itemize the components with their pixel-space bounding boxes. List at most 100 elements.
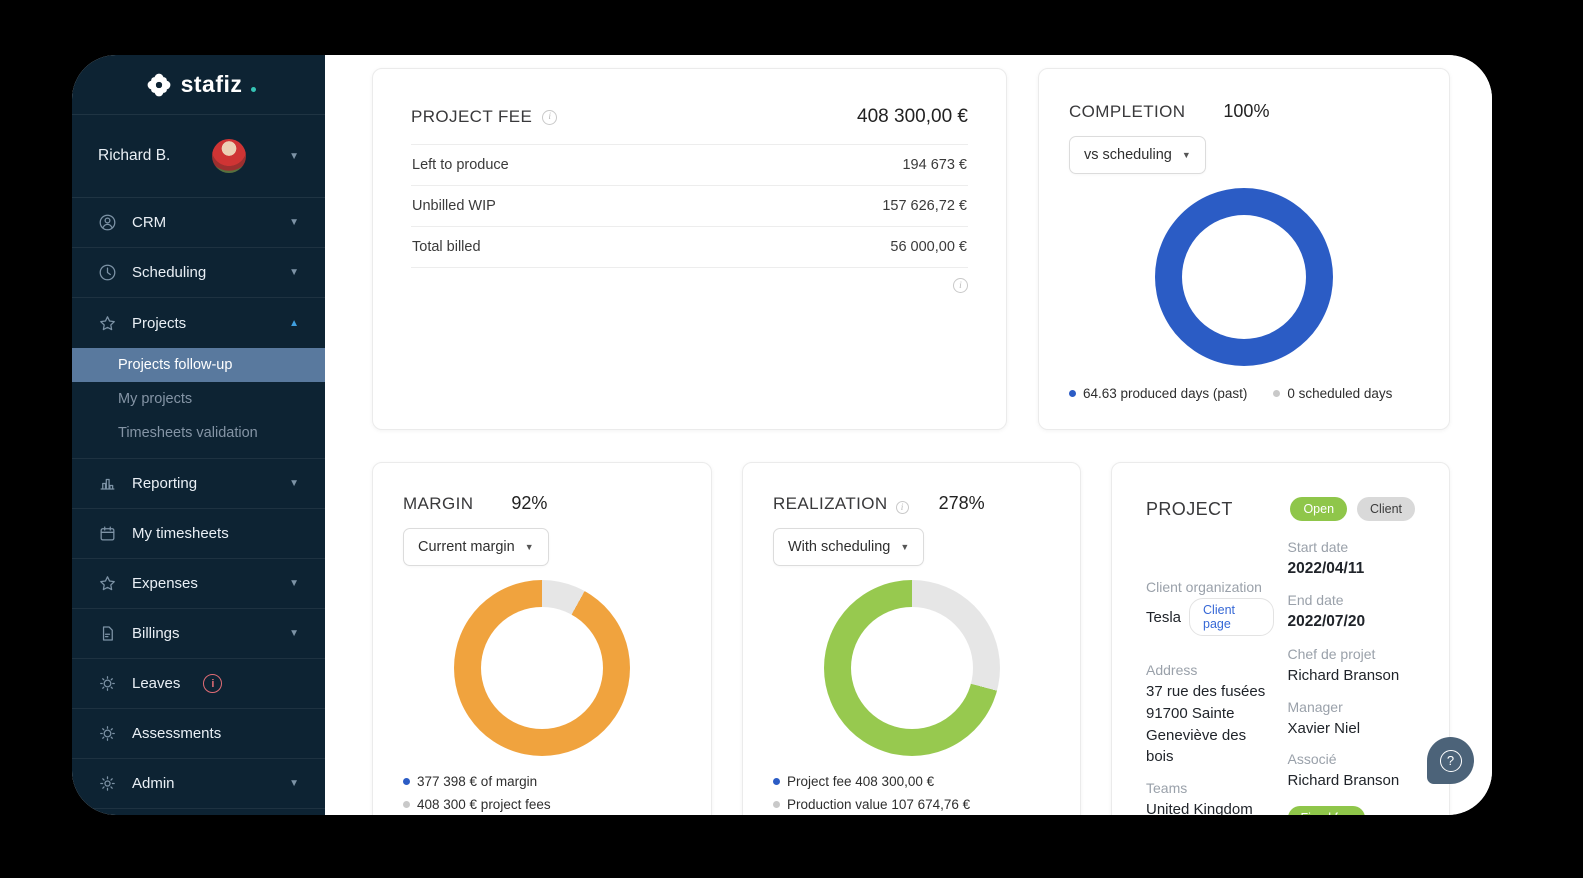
realization-mode-dropdown[interactable]: With scheduling ▼ xyxy=(773,528,925,566)
legend-dot-blue xyxy=(1069,390,1076,397)
completion-legend: 64.63 produced days (past) 0 scheduled d… xyxy=(1069,386,1419,401)
bar-chart-icon xyxy=(98,474,117,493)
sidebar-item-my-timesheets[interactable]: My timesheets xyxy=(72,509,325,559)
dropdown-value: With scheduling xyxy=(788,539,891,555)
main-content: PROJECT FEE i 408 300,00 € Left to produ… xyxy=(325,55,1492,815)
margin-card: MARGIN 92% Current margin ▼ 377 398 € of… xyxy=(372,462,712,815)
realization-card: REALIZATION i 278% With scheduling ▼ Pro… xyxy=(742,462,1081,815)
chevron-down-icon: ▼ xyxy=(900,542,910,552)
legend-item: 0 scheduled days xyxy=(1273,386,1392,401)
legend-item: Project fee 408 300,00 € xyxy=(773,774,1050,789)
table-row: Left to produce 194 673 € xyxy=(411,144,968,185)
sidebar-item-billings[interactable]: Billings ▼ xyxy=(72,609,325,659)
row-label: Unbilled WIP xyxy=(412,198,496,214)
end-date-label: End date xyxy=(1287,592,1344,609)
associe-label: Associé xyxy=(1287,751,1337,768)
projects-submenu: Projects follow-up My projects Timesheet… xyxy=(72,348,325,459)
legend-dot-blue xyxy=(773,778,780,785)
chevron-down-icon[interactable]: ▼ xyxy=(289,150,299,162)
sidebar-item-label: CRM xyxy=(132,214,167,231)
chevron-down-icon: ▼ xyxy=(524,542,534,552)
realization-value: 278% xyxy=(938,493,985,513)
person-circle-icon xyxy=(98,213,117,232)
star-icon xyxy=(98,574,117,593)
document-icon xyxy=(98,624,117,643)
address-line: 91700 Sainte xyxy=(1146,704,1235,722)
project-fee-value: 408 300,00 € xyxy=(857,106,968,127)
associe-value: Richard Branson xyxy=(1287,772,1400,790)
sidebar-item-assessments[interactable]: Assessments xyxy=(72,709,325,759)
completion-mode-dropdown[interactable]: vs scheduling ▼ xyxy=(1069,136,1206,174)
legend-dot-gray xyxy=(403,801,410,808)
sidebar-item-label: Admin xyxy=(132,775,175,792)
calendar-icon xyxy=(98,524,117,543)
info-icon[interactable]: i xyxy=(203,674,223,693)
sidebar-item-label: Assessments xyxy=(132,725,222,742)
realization-legend: Project fee 408 300,00 € Production valu… xyxy=(773,774,1050,812)
sidebar-item-projects[interactable]: Projects ▲ xyxy=(72,298,325,348)
user-menu[interactable]: Richard B. ▼ xyxy=(72,115,325,198)
teams-label: Teams xyxy=(1146,780,1188,796)
sidebar-item-reporting[interactable]: Reporting ▼ xyxy=(72,459,325,509)
chevron-down-icon: ▼ xyxy=(289,778,299,789)
dropdown-value: Current margin xyxy=(418,539,515,555)
client-page-button[interactable]: Client page xyxy=(1189,598,1274,636)
help-button[interactable]: ? xyxy=(1427,737,1474,784)
margin-value: 92% xyxy=(511,493,548,513)
sidebar: stafiz Richard B. ▼ CRM ▼ Scheduling ▼ P… xyxy=(72,55,325,815)
legend-item: 408 300 € project fees xyxy=(403,797,681,812)
sidebar-item-expenses[interactable]: Expenses ▼ xyxy=(72,559,325,609)
margin-legend: 377 398 € of margin 408 300 € project fe… xyxy=(403,774,681,812)
project-left-column: Client organization Tesla Client page Ad… xyxy=(1146,539,1274,815)
chevron-down-icon: ▼ xyxy=(1181,150,1191,160)
chevron-down-icon: ▼ xyxy=(289,217,299,228)
completion-title: COMPLETION xyxy=(1069,101,1186,121)
sidebar-item-crm[interactable]: CRM ▼ xyxy=(72,198,325,248)
legend-dot-gray xyxy=(773,801,780,808)
chef-de-projet-label: Chef de projet xyxy=(1287,645,1376,662)
app-logo-text: stafiz xyxy=(180,71,243,97)
sidebar-item-label: Reporting xyxy=(132,475,198,492)
app-logo: stafiz xyxy=(72,55,325,115)
gear-icon xyxy=(98,774,117,793)
sidebar-item-label: My timesheets xyxy=(132,525,229,542)
info-icon[interactable]: i xyxy=(542,109,558,125)
start-date-value: 2022/04/11 xyxy=(1287,560,1365,577)
avatar[interactable] xyxy=(212,139,247,173)
sidebar-subitem-projects-follow-up[interactable]: Projects follow-up xyxy=(72,348,325,382)
sidebar-item-label: Leaves xyxy=(132,675,181,692)
project-right-column: Start date 2022/04/11 End date 2022/07/2… xyxy=(1287,539,1416,815)
logo-accent-dot xyxy=(251,86,257,92)
info-icon[interactable]: i xyxy=(895,501,909,514)
chevron-up-icon: ▲ xyxy=(289,317,299,329)
sidebar-subitem-my-projects[interactable]: My projects xyxy=(72,382,325,416)
legend-label: 0 scheduled days xyxy=(1287,386,1393,401)
margin-mode-dropdown[interactable]: Current margin ▼ xyxy=(403,528,549,566)
chevron-down-icon: ▼ xyxy=(289,478,299,489)
sun-icon xyxy=(98,724,117,743)
project-title: PROJECT xyxy=(1146,498,1233,519)
legend-label: 377 398 € of margin xyxy=(417,774,538,789)
table-row: Unbilled WIP 157 626,72 € xyxy=(411,185,968,226)
margin-title: MARGIN xyxy=(403,493,474,513)
project-fee-card: PROJECT FEE i 408 300,00 € Left to produ… xyxy=(372,68,1007,430)
sidebar-item-scheduling[interactable]: Scheduling ▼ xyxy=(72,248,325,298)
app-window: stafiz Richard B. ▼ CRM ▼ Scheduling ▼ P… xyxy=(72,55,1492,815)
sidebar-item-admin[interactable]: Admin ▼ xyxy=(72,759,325,809)
completion-value: 100% xyxy=(1223,101,1270,121)
clock-icon xyxy=(98,263,117,282)
client-organization-value: Tesla xyxy=(1146,608,1182,626)
legend-label: 408 300 € project fees xyxy=(417,797,551,812)
manager-label: Manager xyxy=(1287,698,1343,715)
sidebar-item-leaves[interactable]: Leaves i xyxy=(72,659,325,709)
table-row: Total billed 56 000,00 € xyxy=(411,226,968,267)
completion-donut-chart xyxy=(1155,188,1333,366)
teams-value: United Kingdom xyxy=(1146,801,1253,815)
fixed-fee-badge: Fixed fee xyxy=(1287,806,1365,815)
sidebar-subitem-timesheets-validation[interactable]: Timesheets validation xyxy=(72,416,325,450)
info-icon[interactable]: i xyxy=(953,278,968,293)
submenu-label: Projects follow-up xyxy=(118,357,233,373)
status-badge-open: Open xyxy=(1290,497,1348,521)
project-fee-title: PROJECT FEE xyxy=(411,107,533,126)
address-line: 37 rue des fusées xyxy=(1146,683,1266,700)
